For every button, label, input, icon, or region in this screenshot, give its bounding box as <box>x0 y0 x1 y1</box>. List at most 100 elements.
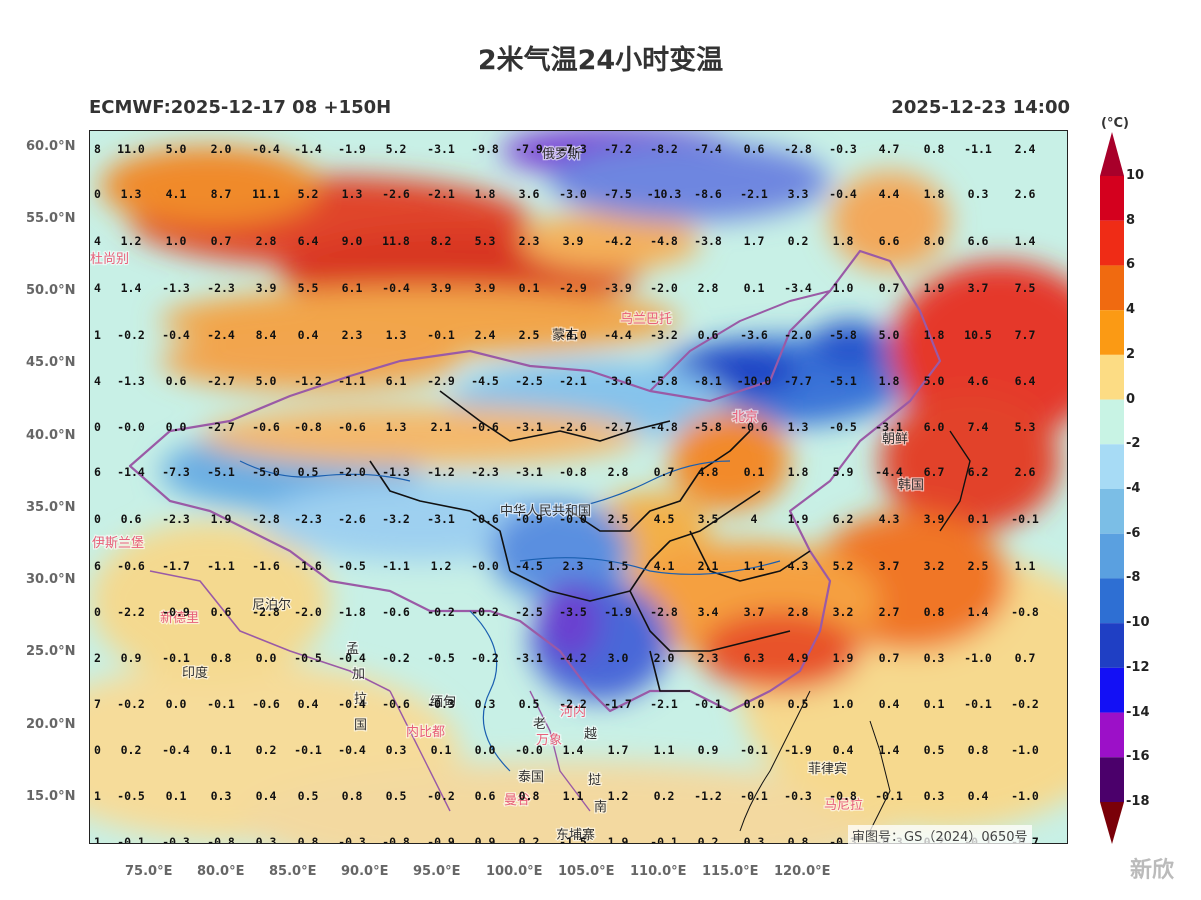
place-label: 乌兰巴托 <box>620 311 672 327</box>
temperature-change-value: -2.3 <box>162 512 190 526</box>
temperature-change-value: -0.2 <box>471 651 499 665</box>
model-run-label: ECMWF:2025-12-17 08 +150H <box>89 97 392 118</box>
river <box>239 460 411 482</box>
latitude-tick-label: 40.0°N <box>26 428 76 443</box>
longitude-tick-label: 90.0°E <box>341 864 389 879</box>
temperature-change-value: -0.1 <box>740 789 768 803</box>
temperature-change-value: -7.9 <box>515 142 543 156</box>
temperature-change-value: -9.8 <box>471 142 499 156</box>
longitude-tick-label: 100.0°E <box>486 864 543 879</box>
temperature-change-value: 0.8 <box>924 142 945 156</box>
temperature-change-value: -0.6 <box>117 559 145 573</box>
temperature-change-value: -3.1 <box>875 420 903 434</box>
temperature-change-value: 1.1 <box>563 789 584 803</box>
temperature-change-value: -0.6 <box>252 420 280 434</box>
place-label: 韩国 <box>898 478 924 493</box>
temperature-change-value: -0.5 <box>427 651 455 665</box>
temperature-change-value: 0.2 <box>698 835 719 844</box>
temperature-change-value: -2.5 <box>515 374 543 388</box>
temperature-change-value: 0.7 <box>211 234 232 248</box>
temperature-change-value: 1.0 <box>833 281 854 295</box>
temperature-change-value: 0.1 <box>744 465 765 479</box>
temperature-change-value: 4.1 <box>166 187 187 201</box>
temperature-change-value: -1.7 <box>162 559 190 573</box>
temperature-change-value: -3.1 <box>515 465 543 479</box>
temperature-change-value: 4 <box>751 512 758 526</box>
temperature-change-value: -2.6 <box>559 420 587 434</box>
temperature-change-value: 5.2 <box>298 187 319 201</box>
temperature-change-value: 2.8 <box>788 605 809 619</box>
temperature-change-value: 4 <box>94 374 101 388</box>
temperature-change-value: -2.5 <box>515 605 543 619</box>
temperature-change-value: -5.0 <box>252 465 280 479</box>
temperature-change-value: -0.2 <box>427 605 455 619</box>
temperature-change-value: 4.5 <box>654 512 675 526</box>
temperature-change-value: -1.6 <box>252 559 280 573</box>
temperature-change-value: -0.8 <box>1011 605 1039 619</box>
temperature-change-value: -7.7 <box>784 374 812 388</box>
temperature-change-value: -2.1 <box>559 374 587 388</box>
temperature-change-value: -2.8 <box>784 142 812 156</box>
colorbar-segment <box>1100 220 1124 266</box>
temperature-change-value: 4 <box>94 281 101 295</box>
temperature-change-value: 0.8 <box>519 789 540 803</box>
temperature-change-value: 2.5 <box>519 328 540 342</box>
place-label: 东埔寨 <box>556 827 595 843</box>
longitude-tick-label: 95.0°E <box>413 864 461 879</box>
temperature-change-value: 0.6 <box>744 142 765 156</box>
temperature-change-value: -0.1 <box>162 651 190 665</box>
temperature-change-value: -0.3 <box>829 835 857 844</box>
place-label: 孟 <box>346 642 359 657</box>
temperature-change-value: -3.8 <box>694 234 722 248</box>
place-label: 万象 <box>536 733 562 748</box>
temperature-change-value: -1.0 <box>964 651 992 665</box>
colorbar-tick-label: -18 <box>1126 794 1150 809</box>
temperature-change-value: -0.1 <box>1011 512 1039 526</box>
temperature-change-value: 1.8 <box>475 187 496 201</box>
korea-border <box>939 430 971 532</box>
temperature-change-value: -0.8 <box>829 789 857 803</box>
temperature-change-value: -0.6 <box>471 512 499 526</box>
temperature-change-value: -2.7 <box>207 420 235 434</box>
temperature-change-value: -0.3 <box>829 142 857 156</box>
temperature-change-value: -4.8 <box>650 420 678 434</box>
temperature-change-value: -0.6 <box>338 420 366 434</box>
temperature-change-value: 0.7 <box>879 651 900 665</box>
colorbar-tick-label: -14 <box>1126 704 1150 720</box>
temperature-change-value: -1.1 <box>338 374 366 388</box>
temperature-change-value: -2.4 <box>207 328 235 342</box>
temperature-change-value: -0.2 <box>1011 697 1039 711</box>
temperature-change-value: 1.0 <box>166 234 187 248</box>
longitude-tick-label: 105.0°E <box>558 864 615 879</box>
temperature-change-value: 1.7 <box>744 234 765 248</box>
temperature-change-value: 1.3 <box>386 420 407 434</box>
place-label: 泰国 <box>518 770 544 785</box>
temperature-change-value: 0 <box>94 187 101 201</box>
temperature-change-value: 4.6 <box>968 374 989 388</box>
temperature-change-value: 7 <box>94 697 101 711</box>
temperature-change-value: 2.8 <box>608 465 629 479</box>
temperature-change-value: 0.3 <box>256 835 277 844</box>
temperature-change-value: 0.4 <box>298 328 319 342</box>
coastline <box>739 690 811 832</box>
temperature-change-value: 6.4 <box>298 234 319 248</box>
temperature-change-value: 0.1 <box>211 743 232 757</box>
temperature-change-value: -0.8 <box>559 465 587 479</box>
province-border <box>569 430 751 532</box>
temperature-change-value: 1 <box>94 328 101 342</box>
map-area[interactable]: 俄罗斯 蒙古 乌兰巴托 北京 朝鲜 韩国 中华人民共和国 尼泊尔孟加拉国 印度 缅甸老越泰国 挝南 河… <box>89 130 1068 844</box>
temperature-change-value: 1.3 <box>342 187 363 201</box>
temperature-change-value: 6.3 <box>744 651 765 665</box>
temperature-change-value: -0.8 <box>207 835 235 844</box>
temperature-change-value: 2.3 <box>563 559 584 573</box>
temperature-change-value: -0.1 <box>427 328 455 342</box>
temperature-change-value: 1.3 <box>121 187 142 201</box>
colorbar-tick-label: -12 <box>1126 659 1150 675</box>
temperature-change-value: 2.3 <box>342 328 363 342</box>
temperature-change-value: 8.7 <box>211 187 232 201</box>
temperature-change-value: -1.4 <box>294 142 322 156</box>
temperature-change-value: 5.5 <box>298 281 319 295</box>
temperature-change-value: 0.0 <box>166 697 187 711</box>
temperature-change-value: 1.4 <box>1015 234 1036 248</box>
temperature-change-value: 0.6 <box>166 374 187 388</box>
